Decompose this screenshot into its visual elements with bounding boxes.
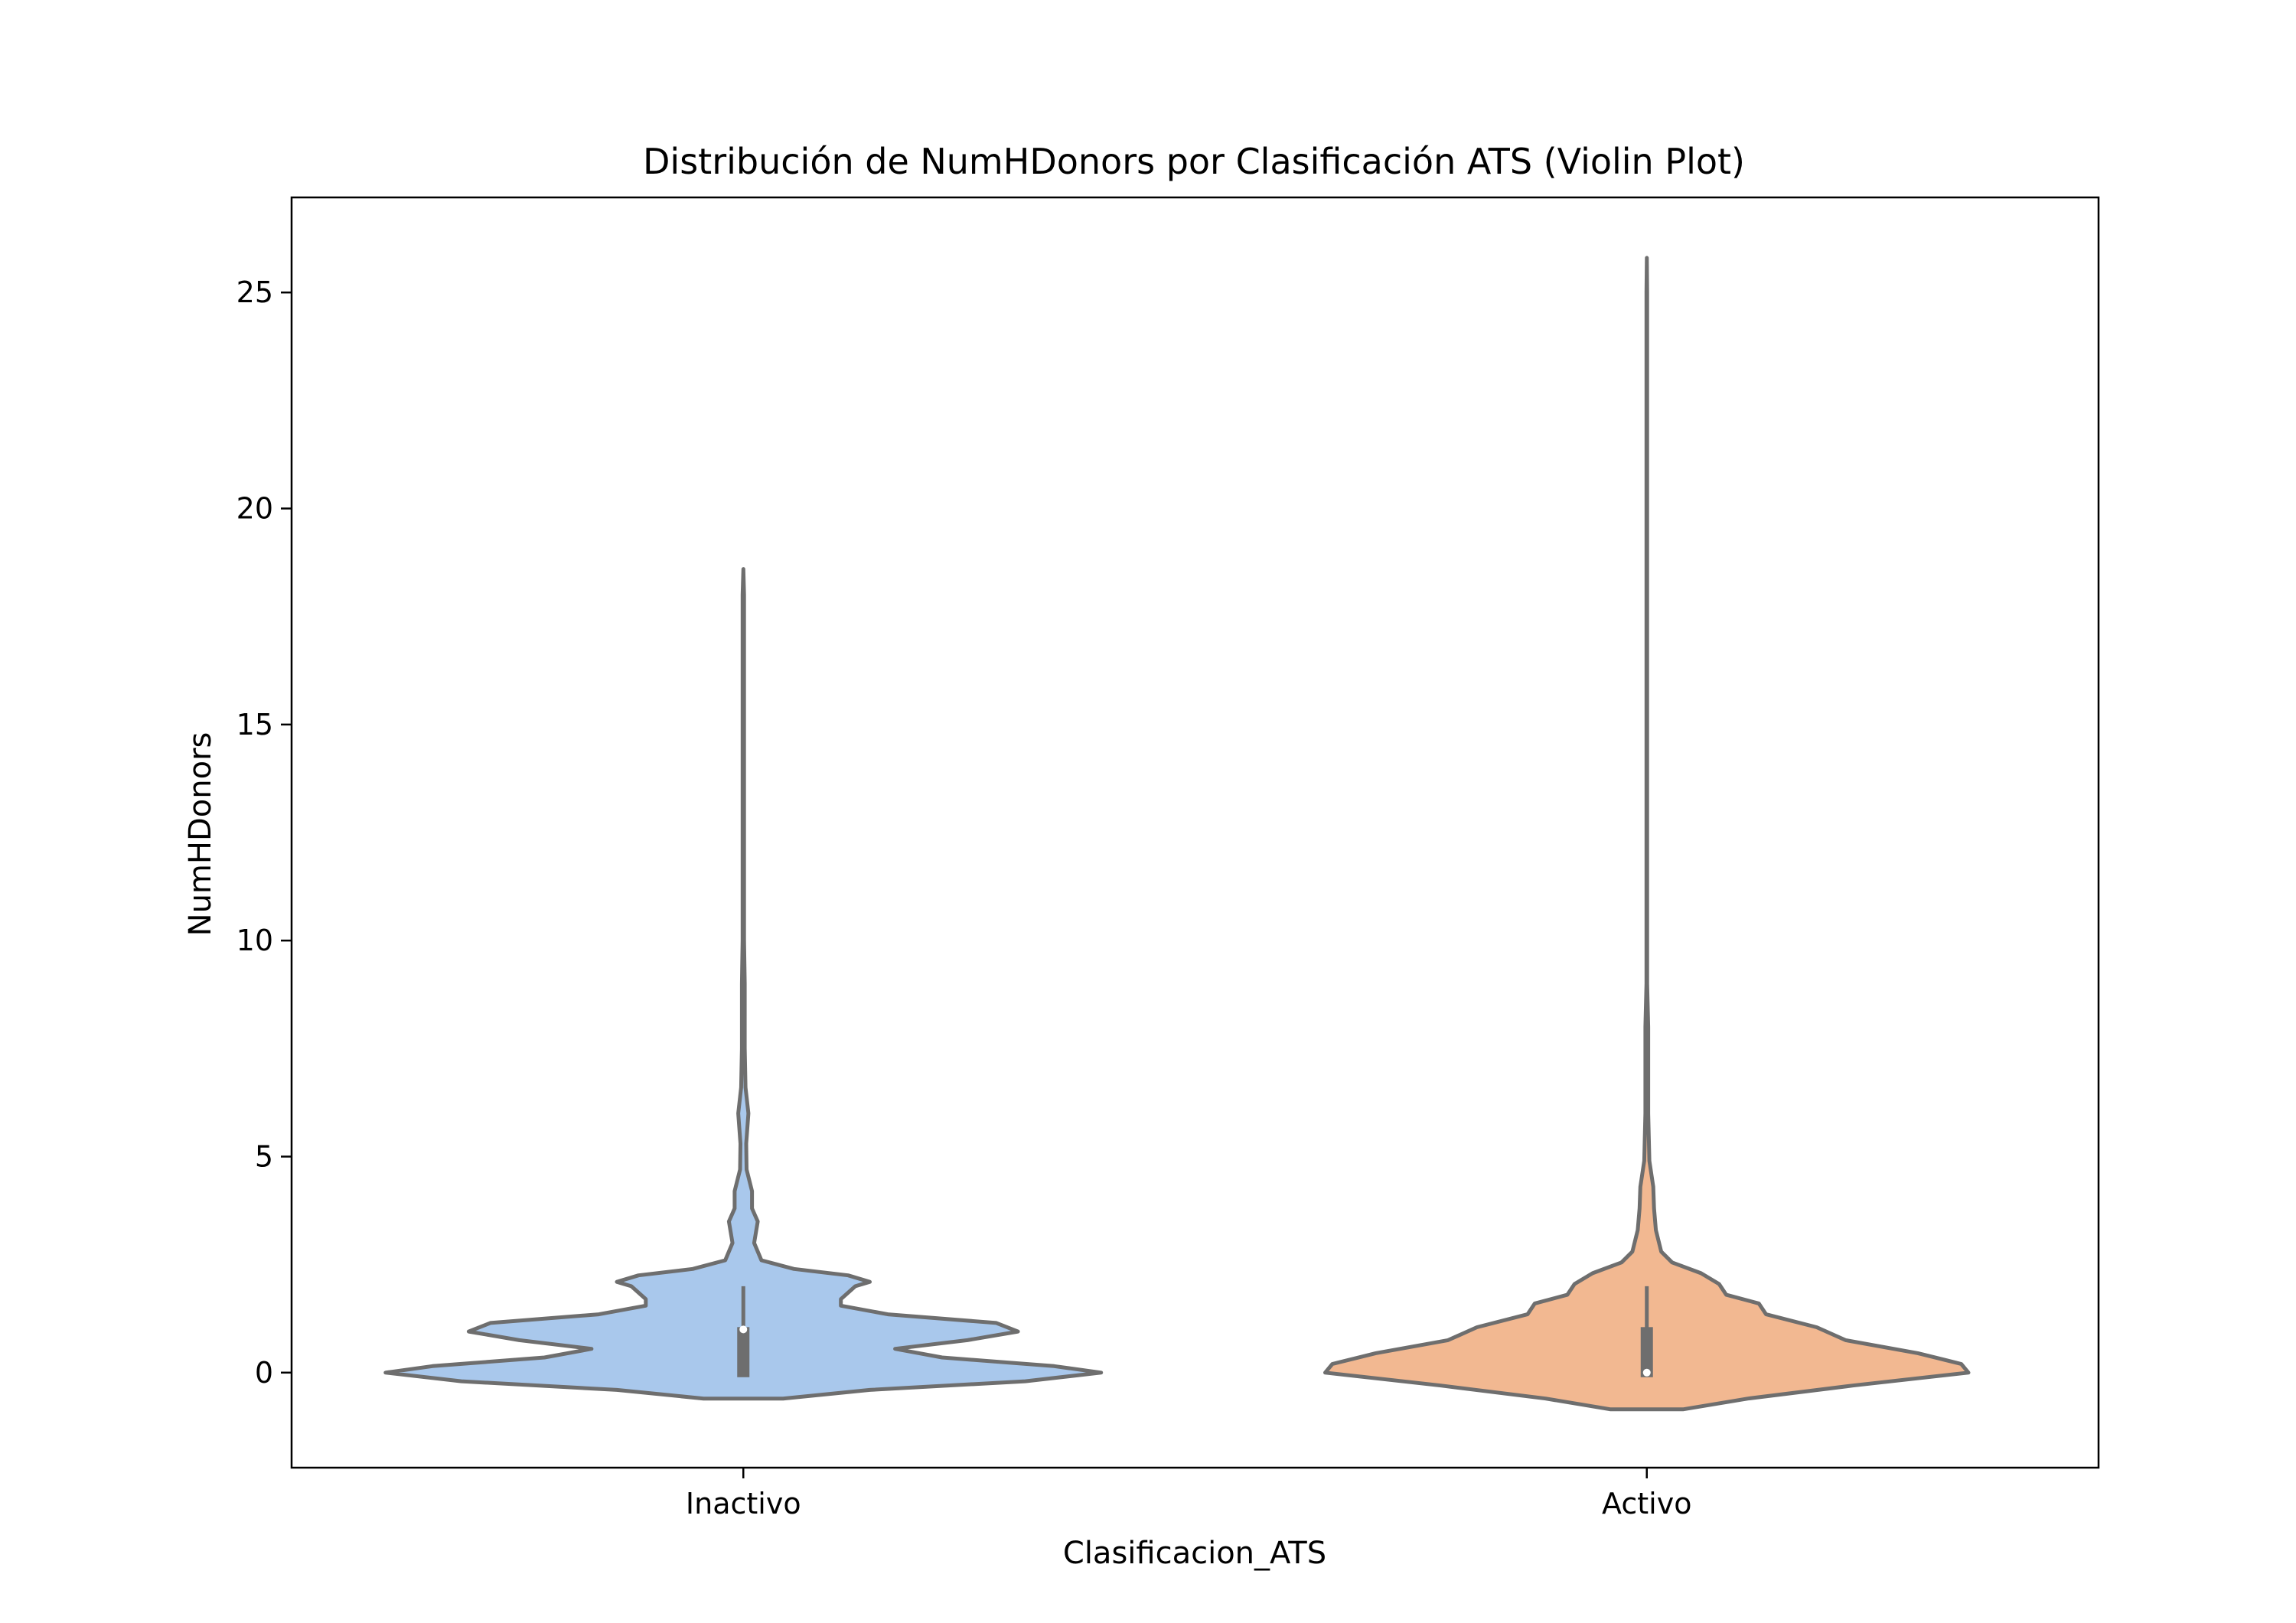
x-tick-label: Inactivo — [686, 1487, 801, 1520]
plot-frame — [290, 196, 2100, 1469]
violins-group — [383, 256, 1971, 1412]
iqr-box-inactivo — [737, 1327, 750, 1377]
y-tick-label: 15 — [236, 708, 273, 741]
x-tick-label: Activo — [1602, 1487, 1691, 1520]
x-axis-label: Clasificacion_ATS — [1063, 1536, 1326, 1571]
iqr-box-activo — [1640, 1327, 1653, 1377]
chart-title: Distribución de NumHDonors por Clasifica… — [643, 141, 1745, 182]
y-tick-label: 5 — [255, 1139, 273, 1173]
median-marker-inactivo — [739, 1325, 748, 1334]
y-axis: 0 5 10 15 20 25 — [236, 275, 292, 1390]
violin-inactivo — [383, 567, 1104, 1401]
y-axis-label: NumHDonors — [183, 732, 218, 937]
y-tick-label: 10 — [236, 924, 273, 957]
y-tick-label: 20 — [236, 492, 273, 526]
y-tick-label: 25 — [236, 275, 273, 309]
x-axis: Inactivo Activo — [686, 1468, 1691, 1520]
median-marker-activo — [1642, 1368, 1651, 1377]
y-tick-label: 0 — [255, 1356, 273, 1390]
violin-activo — [1323, 256, 1971, 1412]
